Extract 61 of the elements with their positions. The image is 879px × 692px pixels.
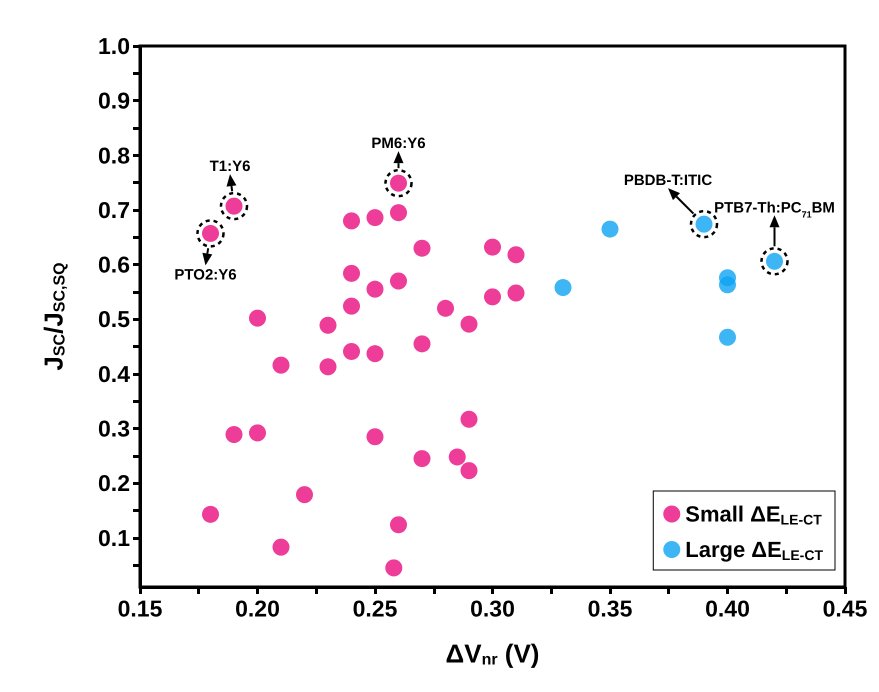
point (343, 212, 360, 230)
point (484, 288, 501, 306)
point (508, 246, 524, 264)
y-tick-label: 0.9 (98, 88, 130, 114)
x-tick-label: 0.45 (822, 596, 868, 622)
point (460, 316, 478, 333)
point (296, 486, 313, 504)
point (460, 410, 478, 428)
x-tick-label: 0.40 (705, 596, 750, 622)
point (343, 298, 360, 315)
point (390, 204, 407, 222)
point (272, 356, 290, 374)
y-tick-label: 0.6 (98, 252, 130, 278)
point (249, 424, 266, 442)
x-tick-label: 0.25 (352, 596, 398, 622)
x-tick-label: 0.20 (235, 596, 280, 622)
point (343, 264, 360, 282)
annotation: PBDB-T:ITIC (624, 172, 712, 190)
y-tick-label: 0.7 (98, 196, 130, 223)
point (366, 428, 384, 446)
y-tick-label: 0.3 (98, 416, 130, 442)
point (719, 276, 736, 294)
annotation: PTB7-Th:PC$_{71}$BM (714, 199, 835, 220)
point (554, 279, 572, 296)
point (437, 300, 454, 317)
y-tick-label: 1.0 (98, 33, 130, 59)
annotation: PM6:Y6 (371, 135, 426, 152)
point (414, 450, 430, 468)
x-tick-label: 0.15 (118, 596, 163, 622)
point (390, 272, 407, 290)
point (414, 335, 430, 352)
point (226, 426, 242, 444)
annotation: T1:Y6 (210, 158, 250, 176)
point (366, 280, 384, 298)
point (719, 328, 736, 346)
point (390, 516, 407, 534)
x-axis-title: ΔVnr (V) (446, 638, 540, 668)
point (320, 358, 336, 376)
x-tick-label: 0.35 (588, 596, 633, 622)
point (460, 462, 478, 480)
point (343, 342, 360, 360)
point (414, 240, 430, 257)
y-tick-label: 0.8 (98, 142, 130, 168)
annotation: PTO2:Y6 (174, 266, 237, 284)
point (448, 448, 466, 466)
point (272, 538, 290, 556)
x-tick-label: 0.30 (470, 596, 515, 622)
y-tick-label: 0.1 (98, 524, 130, 551)
point (202, 506, 219, 523)
y-tick-label: 0.2 (98, 470, 130, 496)
point (366, 209, 384, 226)
point (249, 310, 266, 327)
y-tick-label: 0.5 (98, 306, 130, 332)
point (484, 238, 501, 256)
point (602, 220, 618, 238)
y-tick-label: 0.4 (98, 360, 130, 387)
point (366, 345, 384, 362)
y-axis-title: JSC/JSC,SQ (38, 262, 68, 371)
point (508, 284, 524, 302)
point (385, 559, 402, 576)
point (320, 316, 336, 334)
